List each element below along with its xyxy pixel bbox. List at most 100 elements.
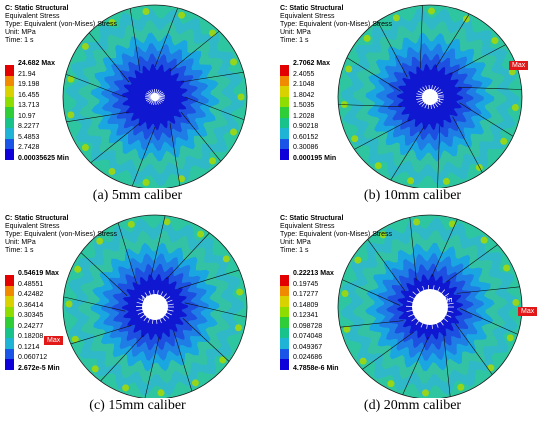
legend-value: 1.8042 <box>293 91 315 99</box>
min-probe-label: Min <box>142 296 154 303</box>
legend-swatch <box>5 275 14 286</box>
legend-swatch <box>280 348 289 359</box>
stress-contour-plot-c <box>62 214 248 398</box>
legend-value: 5.4853 <box>18 133 40 141</box>
result-time: Time: 1 s <box>280 37 309 44</box>
legend-value: 0.90218 <box>293 123 319 130</box>
legend-swatch <box>280 75 289 86</box>
legend-value: 2.1048 <box>293 81 315 88</box>
legend-swatch <box>280 117 289 128</box>
legend-swatch <box>5 107 14 118</box>
panel-d: C: Static Structural Equivalent Stress T… <box>275 210 550 420</box>
legend-value: 0.098728 <box>293 322 323 330</box>
result-type: Type: Equivalent (von-Mises) Stress <box>5 21 118 28</box>
legend-swatch <box>5 128 14 139</box>
legend-value: 2.7428 <box>18 144 40 151</box>
legend-value: 4.7858e-6 Min <box>293 364 339 372</box>
legend-swatch <box>5 117 14 128</box>
legend-swatch <box>5 296 14 307</box>
analysis-title: C: Static Structural <box>280 215 344 222</box>
contour-disk <box>62 214 248 398</box>
legend-swatch <box>5 149 14 160</box>
result-unit: Unit: MPa <box>5 239 36 246</box>
legend-value: 10.97 <box>18 112 36 120</box>
legend-swatch <box>280 296 289 307</box>
legend-value: 8.2277 <box>18 123 40 130</box>
legend-swatch <box>5 317 14 328</box>
result-unit: Unit: MPa <box>280 239 311 246</box>
legend-swatch <box>280 65 289 76</box>
legend-value: 0.36414 <box>18 301 44 309</box>
legend-swatch <box>5 327 14 338</box>
legend-swatch <box>280 359 289 370</box>
result-header: C: Static Structural Equivalent Stress T… <box>280 215 392 255</box>
result-type: Type: Equivalent (von-Mises) Stress <box>280 21 393 28</box>
legend-value: 0.22213 Max <box>293 270 334 277</box>
legend-value: 0.30345 <box>18 312 44 319</box>
result-time: Time: 1 s <box>5 37 34 44</box>
analysis-title: C: Static Structural <box>5 5 69 12</box>
legend-swatch <box>5 138 14 149</box>
legend-value: 0.12341 <box>293 312 319 319</box>
result-name: Equivalent Stress <box>5 13 60 20</box>
legend-value: 2.672e-5 Min <box>18 364 60 372</box>
legend-swatch <box>5 65 14 76</box>
result-header: C: Static Structural Equivalent Stress T… <box>280 5 392 45</box>
legend-swatch <box>5 96 14 107</box>
legend-value: 2.4055 <box>293 70 315 78</box>
legend-swatch <box>5 306 14 317</box>
figure-caption: (d) 20mm caliber <box>363 398 462 413</box>
legend-value: 1.2028 <box>293 112 315 120</box>
result-name: Equivalent Stress <box>5 223 60 230</box>
figure-caption: (a) 5mm caliber <box>92 188 183 203</box>
max-probe-label: Max <box>509 61 529 70</box>
legend-swatch <box>280 138 289 149</box>
legend-swatch <box>280 306 289 317</box>
panel-c: C: Static Structural Equivalent Stress T… <box>0 210 275 420</box>
analysis-title: C: Static Structural <box>280 5 344 12</box>
legend-value: 0.19745 <box>293 280 319 288</box>
legend-value: 19.198 <box>18 81 40 88</box>
legend-value: 0.024686 <box>293 354 323 361</box>
max-probe-label: Max <box>518 307 538 316</box>
legend-swatch <box>280 96 289 107</box>
legend-value: 0.060712 <box>18 354 48 361</box>
legend-value: 0.14809 <box>293 301 319 309</box>
result-header: C: Static Structural Equivalent Stress T… <box>5 215 117 255</box>
min-probe-label: Min <box>441 297 453 304</box>
legend-value: 0.42482 <box>18 291 44 298</box>
contour-disk <box>337 4 523 188</box>
result-unit: Unit: MPa <box>280 29 311 36</box>
result-time: Time: 1 s <box>280 247 309 254</box>
min-probe-label: Min <box>429 97 441 104</box>
analysis-title: C: Static Structural <box>5 215 69 222</box>
panel-b: C: Static Structural Equivalent Stress T… <box>275 0 550 210</box>
legend-value: 0.24277 <box>18 322 44 330</box>
legend-swatch <box>280 86 289 97</box>
panel-a: C: Static Structural Equivalent Stress T… <box>0 0 275 210</box>
legend-swatch <box>5 348 14 359</box>
legend-swatch <box>280 338 289 349</box>
legend-swatch <box>5 86 14 97</box>
legend-value: 0.049367 <box>293 343 323 351</box>
legend-swatch <box>280 275 289 286</box>
result-unit: Unit: MPa <box>5 29 36 36</box>
contour-disk <box>62 4 248 188</box>
legend-value: 24.682 Max <box>18 60 55 67</box>
legend-value: 0.18208 <box>18 333 44 340</box>
result-header: C: Static Structural Equivalent Stress T… <box>5 5 117 45</box>
stress-contour-plot-a <box>62 4 248 188</box>
legend-swatch <box>280 128 289 139</box>
legend-value: 0.60152 <box>293 133 319 141</box>
stress-contour-plot-b <box>337 4 523 188</box>
legend-value: 0.17277 <box>293 291 319 298</box>
figure-caption: (c) 15mm caliber <box>89 398 186 413</box>
legend-swatch <box>280 327 289 338</box>
legend-swatch <box>280 107 289 118</box>
legend-swatch <box>280 317 289 328</box>
legend-value: 0.074048 <box>293 333 323 340</box>
result-type: Type: Equivalent (von-Mises) Stress <box>5 231 118 238</box>
result-name: Equivalent Stress <box>280 223 335 230</box>
legend-value: 1.5035 <box>293 102 315 109</box>
legend-swatch <box>5 285 14 296</box>
